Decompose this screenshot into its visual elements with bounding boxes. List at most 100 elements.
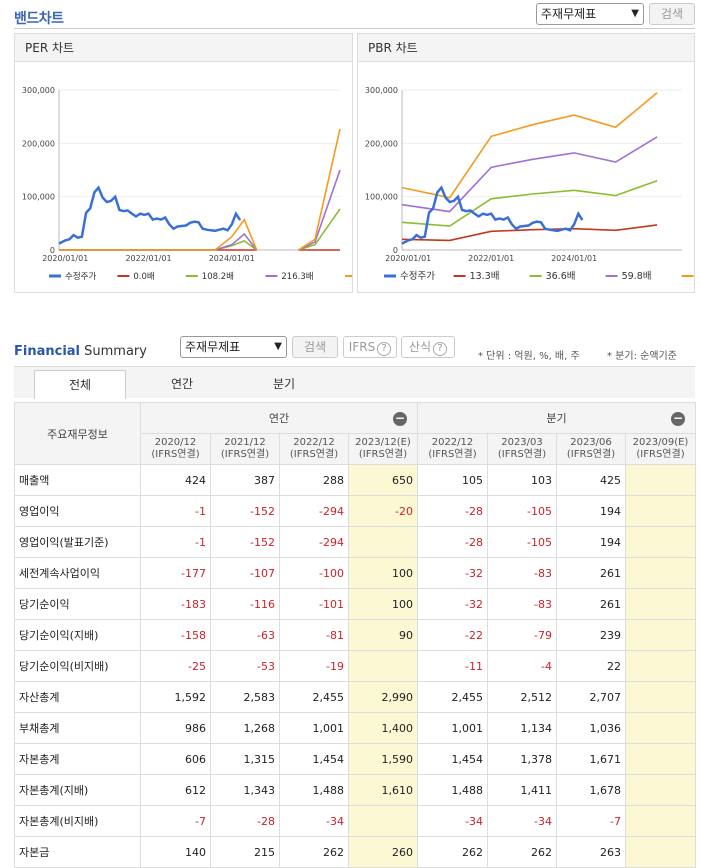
table-row: 부채총계 986 1,268 1,001 1,400 1,001 1,134 1,036 (14, 712, 696, 744)
tab-annual[interactable]: 연간 (170, 377, 194, 391)
fin-statement-select-value: 주재무제표 (185, 340, 241, 354)
column-header: 2023/03 (IFRS연결) (487, 433, 557, 465)
table-cell: 215 (210, 836, 280, 868)
statement-select[interactable]: 주재무제표 ▼ (536, 3, 644, 25)
table-row: 당기순이익(지배) -158 -63 -81 90 -22 -79 239 (14, 619, 696, 651)
table-cell: -53 (210, 650, 280, 682)
table-cell: 2,990 (348, 681, 418, 713)
series-line-2 (298, 208, 341, 251)
table-cell (625, 650, 696, 682)
table-cell: 261 (556, 588, 626, 620)
legend-label[interactable]: 수정주가 (400, 271, 435, 282)
table-cell: -1 (140, 495, 211, 527)
search-button[interactable]: 검색 (649, 3, 695, 25)
table-cell: 194 (556, 526, 626, 558)
per-chart-panel: PER 차트 300,000 200,000 100,000 0 2020/01/01 2… (14, 33, 393, 293)
x-tick-label: 2022/01/01 (125, 254, 171, 263)
table-cell (625, 619, 696, 651)
table-cell: 2,583 (210, 681, 280, 713)
series-line-3 (401, 136, 658, 213)
table-cell: -152 (210, 526, 280, 558)
chevron-down-icon: ▼ (631, 8, 639, 19)
table-cell: -1 (140, 526, 211, 558)
column-basis: (IFRS연결) (428, 449, 477, 460)
row-label: 당기순이익(지배) (14, 619, 141, 651)
table-cell (625, 774, 696, 806)
y-tick-label: 0 (50, 246, 55, 255)
table-cell: 1,315 (210, 743, 280, 775)
column-basis: (IFRS연결) (636, 449, 685, 460)
table-row: 영업이익(발표기준) -1 -152 -294 -28 -105 194 (14, 526, 696, 558)
table-cell: 100 (348, 557, 418, 589)
table-cell: -81 (279, 619, 349, 651)
legend-label[interactable]: 108.2배 (202, 272, 234, 282)
table-cell: 22 (556, 650, 626, 682)
formula-button[interactable]: 산식? (401, 336, 455, 358)
table-cell: -28 (210, 805, 280, 837)
series-line-0 (401, 185, 584, 245)
table-cell (348, 805, 418, 837)
table-cell: 1,268 (210, 712, 280, 744)
series-line-2 (401, 179, 658, 227)
column-period: 2023/03 (501, 437, 543, 448)
fin-statement-select[interactable]: 주재무제표 ▼ (180, 336, 287, 358)
pbr-chart-heading: PBR 차트 (358, 34, 694, 62)
table-cell: 1,036 (556, 712, 626, 744)
table-cell: 2,455 (279, 681, 349, 713)
tab-all[interactable]: 전체 (34, 370, 126, 399)
table-cell: 1,590 (348, 743, 418, 775)
pbr-chart-panel: PBR 차트 300,000 200,000 100,000 0 2020/01/01 2… (357, 33, 701, 293)
table-cell: 263 (556, 836, 626, 868)
table-row: 자본총계 606 1,315 1,454 1,590 1,454 1,378 1,671 (14, 743, 696, 775)
table-cell: -34 (279, 805, 349, 837)
x-tick-label: 2024/01/01 (551, 254, 597, 263)
row-label: 부채총계 (14, 712, 141, 744)
tab-quarter[interactable]: 분기 (272, 377, 296, 391)
table-cell: 1,610 (348, 774, 418, 806)
collapse-icon[interactable]: − (393, 411, 407, 426)
series-line-4 (59, 217, 258, 251)
table-cell: -11 (417, 650, 488, 682)
legend-label[interactable]: 59.8배 (622, 271, 652, 282)
row-label: 자본총계(지배) (14, 774, 141, 806)
table-row: 자본금 140 215 262 260 262 262 263 (14, 836, 696, 868)
legend-label[interactable]: 0.0배 (133, 272, 154, 282)
fin-search-button[interactable]: 검색 (292, 336, 338, 358)
ifrs-button[interactable]: IFRS? (343, 336, 397, 358)
legend-label[interactable]: 13.3배 (470, 271, 500, 282)
row-header: 주요재무정보 (14, 402, 141, 465)
legend-label[interactable]: 36.6배 (546, 271, 576, 282)
collapse-icon[interactable]: − (671, 411, 685, 426)
y-tick-label: 0 (393, 246, 398, 255)
table-row: 매출액 424 387 288 650 105 103 425 (14, 464, 696, 496)
legend-label[interactable]: 216.3배 (281, 272, 313, 282)
column-basis: (IFRS연결) (151, 449, 200, 460)
column-period: 2023/09(E) (632, 437, 689, 448)
table-cell: 1,134 (487, 712, 557, 744)
column-period: 2020/12 (154, 437, 197, 448)
table-cell: 1,488 (279, 774, 349, 806)
table-cell: 100 (348, 588, 418, 620)
row-label: 영업이익(발표기준) (14, 526, 141, 558)
ifrs-label: IFRS (348, 340, 376, 354)
table-row: 당기순이익 -183 -116 -101 100 -32 -83 261 (14, 588, 696, 620)
y-tick-label: 300,000 (365, 86, 398, 95)
table-cell: 1,343 (210, 774, 280, 806)
table-cell: -105 (487, 495, 557, 527)
table-cell: -107 (210, 557, 280, 589)
table-cell: -105 (487, 526, 557, 558)
legend-label[interactable]: 수정주가 (65, 271, 96, 282)
table-cell: -79 (487, 619, 557, 651)
table-cell (625, 743, 696, 775)
chevron-down-icon: ▼ (274, 341, 282, 352)
table-cell: 1,592 (140, 681, 211, 713)
group-annual-header: 연간 − (140, 402, 418, 434)
table-cell: -152 (210, 495, 280, 527)
table-cell: 1,001 (279, 712, 349, 744)
table-cell: 1,001 (417, 712, 488, 744)
table-cell: -63 (210, 619, 280, 651)
y-tick-label: 200,000 (22, 139, 55, 148)
table-cell: -32 (417, 557, 488, 589)
quarter-note: * 분기: 순액기준 (607, 351, 677, 362)
